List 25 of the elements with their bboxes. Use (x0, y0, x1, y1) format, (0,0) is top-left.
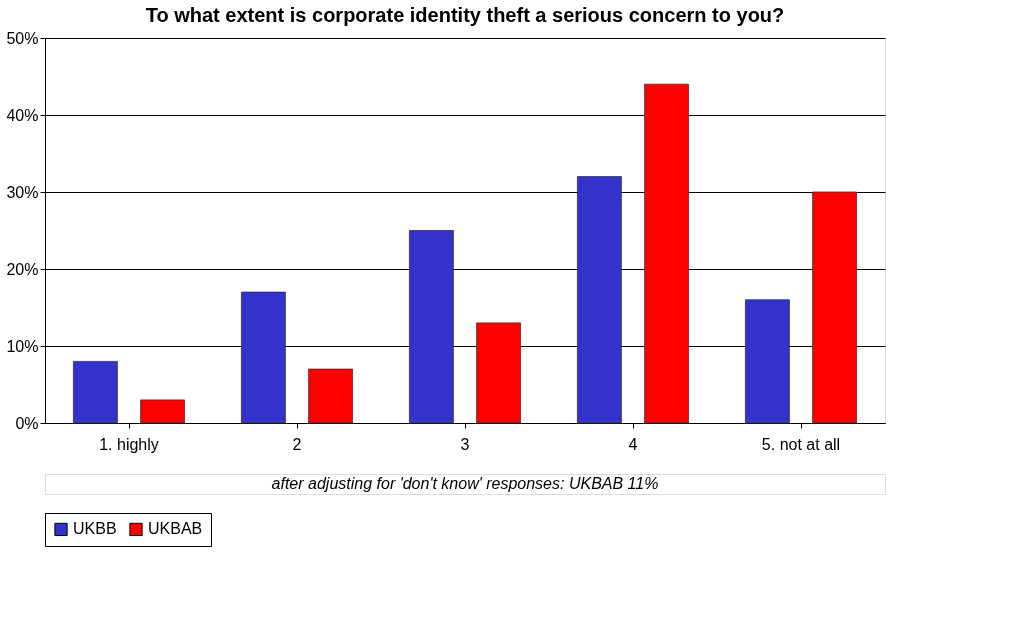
bar (241, 291, 286, 424)
bar (409, 230, 454, 424)
y-tick-label: 20% (6, 260, 39, 278)
chart-title: To what extent is corporate identity theft a serious concern to you? (145, 4, 785, 26)
legend-label: UKBB (73, 520, 117, 538)
bar (812, 191, 857, 424)
bar (140, 399, 185, 424)
legend-label: UKBAB (148, 520, 203, 538)
y-tick-label: 40% (6, 106, 39, 124)
y-tick-label: 30% (6, 183, 39, 201)
y-tick-label: 0% (15, 414, 39, 432)
bar (644, 83, 689, 424)
x-tick-label: 3 (460, 435, 470, 453)
x-tick-label: 5. not at all (761, 435, 841, 453)
bar (745, 299, 790, 424)
y-tick-label: 10% (6, 337, 39, 355)
x-tick-label: 4 (628, 435, 638, 453)
bar (308, 368, 353, 424)
text: after adjusting for 'don't know' responses: UKBAB 11% (271, 475, 659, 492)
bar (476, 322, 521, 424)
bar (577, 176, 622, 424)
x-tick-label: 1. highly (99, 435, 159, 453)
x-tick-label: 2 (292, 435, 302, 453)
bar (73, 361, 118, 424)
y-tick-label: 50% (6, 29, 39, 47)
